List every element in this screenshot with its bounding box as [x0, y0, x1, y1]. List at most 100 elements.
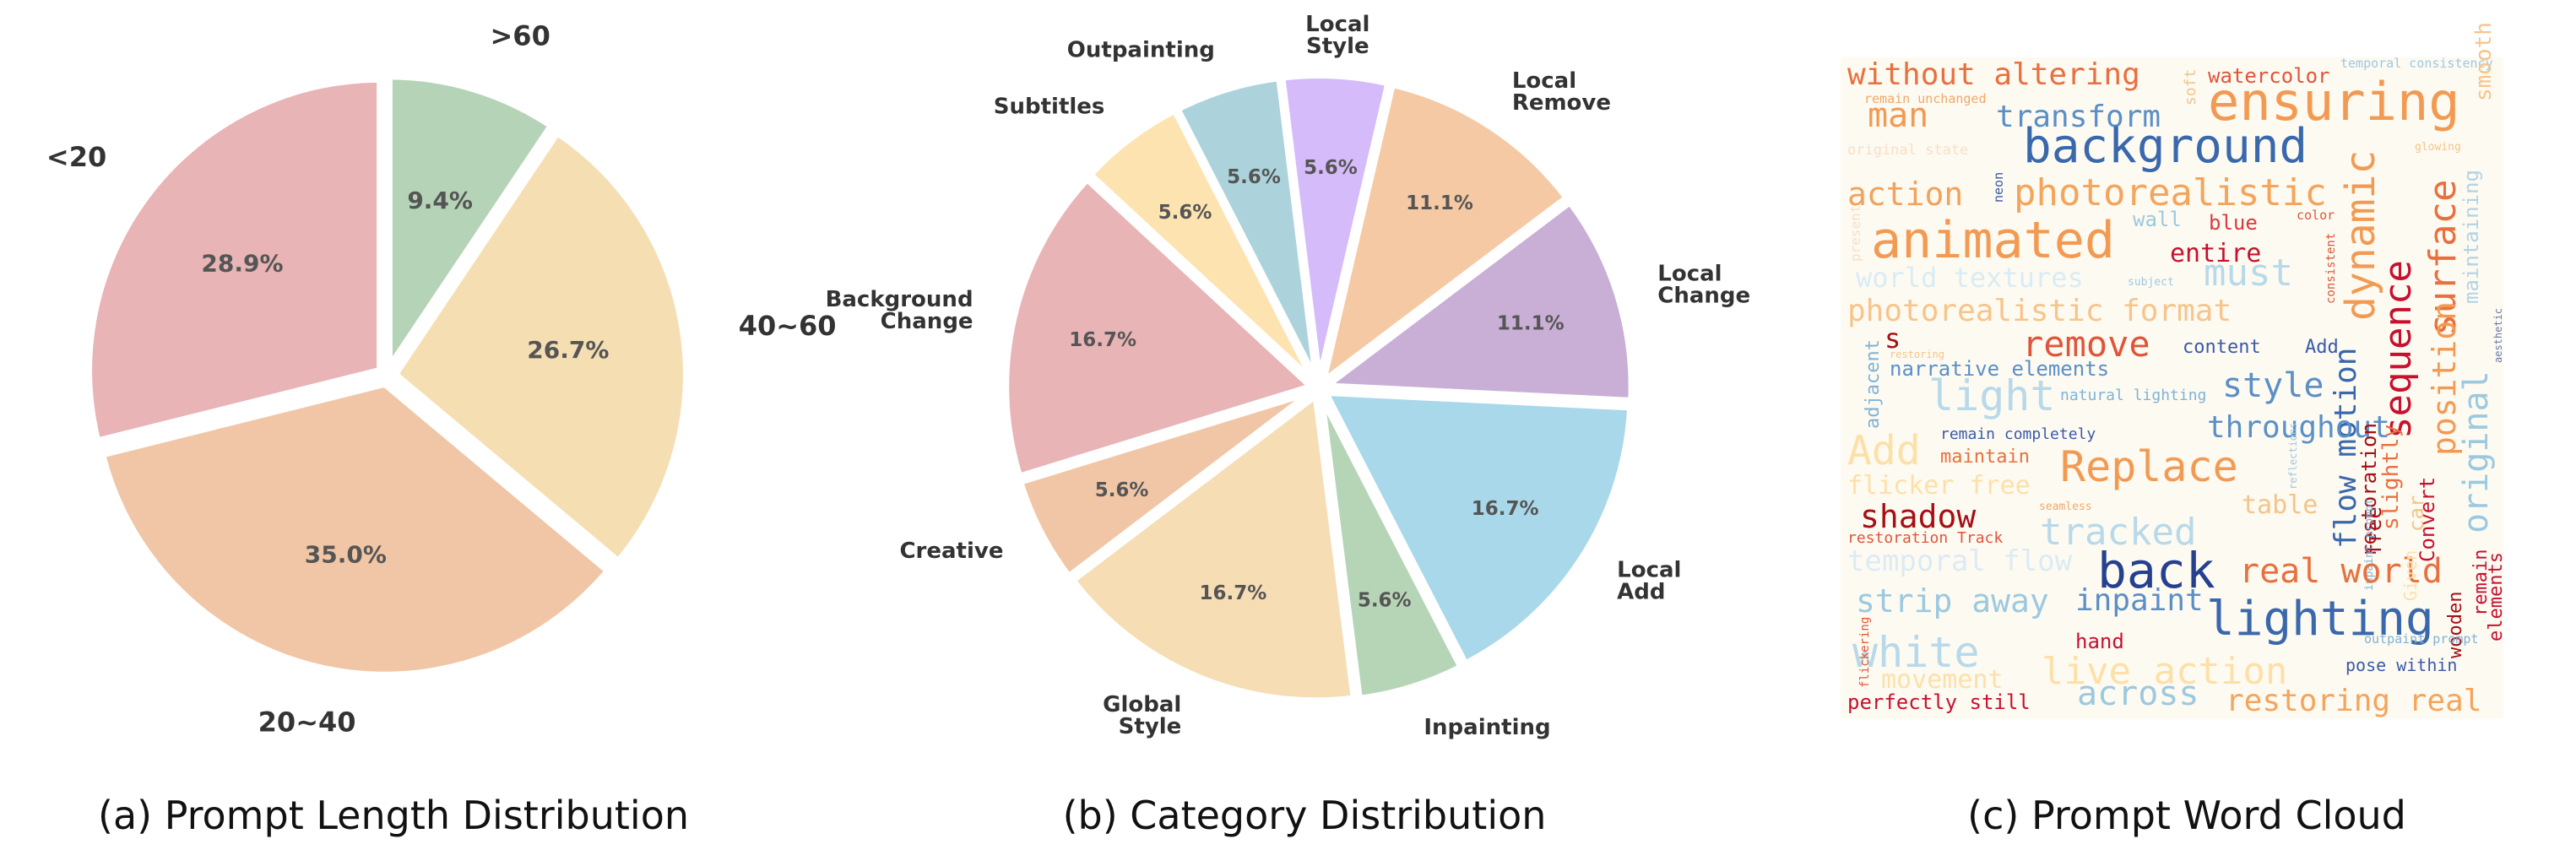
word-cloud-word: watercolor [2208, 64, 2330, 88]
word-cloud-word: entire [2170, 239, 2261, 268]
category-label-line: Remove [1512, 90, 1611, 116]
data-label: 11.1% [1497, 313, 1565, 335]
word-cloud-word: color [2297, 208, 2335, 223]
word-cloud-word: real world [2239, 552, 2443, 591]
pie-slice [1173, 73, 1321, 383]
category-label-line: Local [1305, 12, 1369, 37]
word-cloud-word: table [2242, 490, 2318, 520]
word-cloud-word: action [1847, 176, 1963, 213]
word-cloud-word: neon [1991, 172, 2006, 203]
word-cloud-word: restoring real [2226, 684, 2481, 718]
word-cloud-word: Given [2400, 550, 2421, 601]
word-cloud-word: s [1885, 322, 1901, 355]
pie-slice [1277, 72, 1393, 382]
category-label-line: Style [1306, 34, 1369, 59]
word-cloud-word: flicker free [1847, 471, 2031, 501]
word-cloud-word: elements [2486, 552, 2507, 641]
word-cloud-word: wall [2133, 208, 2182, 231]
word-cloud-word: Convert [2416, 477, 2439, 562]
word-cloud-word: live action [2042, 650, 2287, 693]
pie-slice [1319, 388, 1635, 668]
word-cloud-word: remain [2470, 549, 2492, 616]
word-cloud-word: restoration [2357, 423, 2381, 557]
word-cloud-word: inpaint prompt [2363, 498, 2376, 591]
word-cloud-background [1841, 57, 2503, 718]
word-cloud-word: content [2183, 337, 2261, 358]
word-cloud-word: temporal flow [1847, 544, 2073, 578]
pie-slice [1316, 197, 1635, 405]
word-cloud-word: natural lighting [2060, 387, 2206, 404]
category-label: 20~40 [258, 706, 356, 738]
word-cloud-word: without altering [1847, 57, 2140, 92]
category-label-line: Creative [899, 539, 1003, 564]
word-cloud-word: maintaining [2459, 170, 2483, 304]
data-label: 5.6% [1358, 590, 1412, 612]
category-label: Local Style [1305, 12, 1369, 59]
word-cloud-word: dynamic [2337, 150, 2384, 321]
word-cloud: without altering watercolor temporal consi… [1841, 22, 2507, 718]
pie-slice [1016, 388, 1315, 582]
category-label: 40~60 [739, 310, 837, 342]
word-cloud-word: transform [1996, 100, 2161, 134]
category-label: >60 [490, 20, 550, 52]
data-label: 5.6% [1227, 166, 1281, 188]
data-label: 5.6% [1158, 202, 1212, 224]
category-label-line: Local [1617, 557, 1681, 582]
category-label-line: Global [1103, 692, 1181, 717]
data-label: 5.6% [1095, 479, 1149, 501]
category-label-line: Add [1617, 579, 1665, 604]
word-cloud-word: hand [2075, 630, 2124, 653]
pie-slice [98, 380, 613, 679]
word-cloud-word: pose within [2346, 655, 2457, 675]
pie-slice [1085, 106, 1318, 385]
word-cloud-word: maintain [1940, 447, 2030, 468]
word-cloud-word: perfectly still [1847, 690, 2031, 714]
category-label-line: Inpainting [1424, 715, 1550, 740]
word-cloud-word: smooth [2471, 22, 2497, 101]
data-label: 16.7% [1069, 329, 1136, 351]
word-cloud-word: original state [1847, 142, 1968, 159]
word-cloud-word: light [1928, 371, 2056, 420]
word-cloud-word: photorealistic [2014, 171, 2327, 214]
word-cloud-word: adjacent [1863, 339, 1884, 429]
word-cloud-word: remain completely [1940, 425, 2096, 443]
caption-word-cloud: (c) Prompt Word Cloud [1967, 793, 2406, 838]
word-cloud-word: original [2457, 371, 2496, 533]
word-cloud-word: inpaint [2075, 583, 2204, 618]
category-label-line: 20~40 [258, 706, 356, 738]
word-cloud-word: must [2204, 252, 2293, 295]
word-cloud-word: present [1847, 205, 1863, 262]
word-cloud-word: temporal consistency [2340, 56, 2493, 71]
word-cloud-word: subject [2128, 276, 2174, 289]
category-label-line: Local [1657, 261, 1722, 286]
data-label: 9.4% [407, 187, 473, 214]
word-cloud-word: across [2077, 674, 2199, 713]
word-cloud-word: Add [1847, 427, 1921, 474]
pie-chart-prompt-length: 9.4% >60 26.7% 40~60 35.0% 20~40 28.9% <20 [46, 20, 837, 739]
word-cloud-word: restoring [1890, 349, 1944, 360]
word-cloud-word: remain unchanged [1864, 91, 1987, 106]
word-cloud-word: movement [1881, 665, 2004, 695]
word-cloud-word: flickering [1858, 617, 1872, 688]
category-label-line: <20 [46, 141, 106, 173]
word-cloud-word: man [1868, 96, 1928, 135]
word-cloud-word: soft [2182, 69, 2199, 106]
category-label-line: 40~60 [739, 310, 837, 342]
data-label: 35.0% [305, 540, 387, 568]
category-label-line: Local [1512, 68, 1576, 94]
word-cloud-word: reflections [2287, 423, 2299, 490]
word-cloud-word: wooden [2445, 592, 2466, 658]
word-cloud-word: style [2222, 366, 2324, 405]
category-label: Inpainting [1424, 715, 1550, 740]
word-cloud-word: throughout [2207, 410, 2390, 445]
word-cloud-word: restoration Track [1847, 529, 2003, 547]
word-cloud-word: blue [2209, 211, 2258, 235]
pie-slice [390, 127, 690, 566]
word-cloud-word: remove [2022, 323, 2150, 365]
category-label: Creative [899, 539, 1003, 564]
word-cloud-word: Add [2305, 337, 2339, 358]
word-cloud-word: shadow [1860, 498, 1976, 535]
pie-slice [1067, 388, 1359, 705]
category-label: Local Add [1617, 557, 1681, 604]
